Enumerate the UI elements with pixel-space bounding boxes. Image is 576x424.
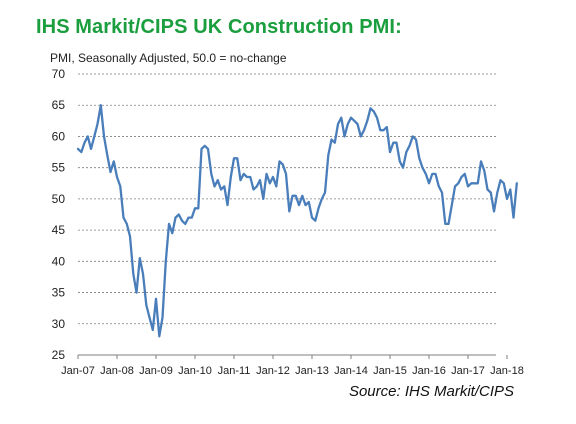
x-tick-label: Jan-13 <box>295 365 329 377</box>
x-tick-label: Jan-16 <box>412 365 446 377</box>
x-tick-label: Jan-15 <box>373 365 407 377</box>
series-line-construction-pmi <box>76 104 518 338</box>
x-tick-label: Jan-08 <box>100 365 134 377</box>
y-axis-label: PMI, Seasonally Adjusted, 50.0 = no-chan… <box>50 51 287 65</box>
y-tick-label: 30 <box>52 317 66 331</box>
y-tick-label: 50 <box>52 192 66 206</box>
x-tick-label: Jan-17 <box>451 365 485 377</box>
x-tick-label: Jan-09 <box>139 365 173 377</box>
chart-title: IHS Markit/CIPS UK Construction PMI: <box>36 16 402 38</box>
y-tick-label: 70 <box>52 67 66 81</box>
x-tick-label: Jan-10 <box>178 365 212 377</box>
y-tick-label: 45 <box>52 223 66 237</box>
x-axis-ticks: Jan-07 Jan-08 Jan-09 Jan-10 Jan-11 Jan-12 Jan-… <box>61 355 524 377</box>
gridlines <box>78 73 496 325</box>
y-tick-label: 40 <box>52 254 66 268</box>
x-tick-label: Jan-07 <box>61 365 95 377</box>
source-note: Source: IHS Markit/CIPS <box>348 383 514 400</box>
x-tick-label: Jan-18 <box>490 365 524 377</box>
y-tick-label: 25 <box>52 348 66 362</box>
y-tick-label: 65 <box>52 98 66 112</box>
y-tick-label: 35 <box>52 286 66 300</box>
y-tick-label: 55 <box>52 161 66 175</box>
x-tick-label: Jan-14 <box>334 365 368 377</box>
y-axis-ticks: 25 30 35 40 45 50 55 60 65 70 <box>52 67 66 362</box>
x-tick-label: Jan-12 <box>256 365 290 377</box>
y-tick-label: 60 <box>52 129 66 143</box>
x-tick-label: Jan-11 <box>218 365 251 377</box>
